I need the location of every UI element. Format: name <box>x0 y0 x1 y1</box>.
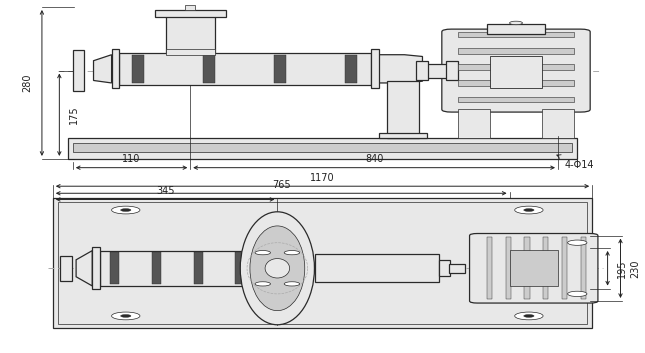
Bar <box>166 49 215 55</box>
Bar <box>73 50 84 91</box>
Bar <box>543 237 548 299</box>
Circle shape <box>515 312 543 320</box>
Circle shape <box>568 291 587 297</box>
Bar <box>73 143 572 152</box>
Bar <box>506 237 511 299</box>
Bar <box>422 64 452 78</box>
Bar <box>449 264 465 273</box>
Bar <box>274 55 286 83</box>
Text: 4-Φ14: 4-Φ14 <box>557 155 594 170</box>
Bar <box>166 12 215 53</box>
Bar <box>379 133 427 138</box>
Bar <box>458 109 490 138</box>
Bar <box>119 53 371 85</box>
Circle shape <box>524 209 534 211</box>
Circle shape <box>284 282 300 286</box>
Bar <box>315 254 439 282</box>
Bar <box>152 252 161 284</box>
Bar <box>487 24 545 34</box>
Bar <box>255 247 263 289</box>
Circle shape <box>524 315 534 317</box>
Bar <box>155 10 226 17</box>
Polygon shape <box>94 55 112 83</box>
Bar <box>68 138 577 159</box>
Circle shape <box>568 240 587 245</box>
Polygon shape <box>76 251 92 286</box>
FancyBboxPatch shape <box>470 234 598 303</box>
Bar <box>487 237 492 299</box>
Text: 280: 280 <box>22 74 32 92</box>
Bar <box>510 250 558 286</box>
Bar <box>387 81 419 138</box>
Bar <box>416 61 428 80</box>
Text: 175: 175 <box>69 106 79 124</box>
Text: 195: 195 <box>617 259 628 277</box>
Ellipse shape <box>250 226 305 311</box>
Bar <box>110 252 119 284</box>
Bar <box>92 247 100 289</box>
Text: 765: 765 <box>272 180 290 190</box>
Bar <box>100 251 255 286</box>
Bar <box>203 55 215 83</box>
Bar <box>580 237 586 299</box>
Bar <box>562 237 567 299</box>
Bar <box>458 97 574 102</box>
Bar <box>58 202 587 324</box>
Bar <box>542 109 574 138</box>
Text: 1170: 1170 <box>310 173 335 183</box>
Circle shape <box>121 315 131 317</box>
Bar <box>371 49 379 88</box>
Polygon shape <box>379 55 422 83</box>
Bar <box>132 55 144 83</box>
Circle shape <box>284 251 300 255</box>
Circle shape <box>255 251 270 255</box>
Bar <box>446 61 458 80</box>
Circle shape <box>112 206 140 214</box>
Bar <box>235 252 244 284</box>
Text: 345: 345 <box>156 186 174 196</box>
Circle shape <box>515 206 543 214</box>
Bar <box>60 256 72 281</box>
Bar <box>53 198 592 328</box>
Bar <box>458 48 574 54</box>
Bar <box>112 49 119 88</box>
Text: 230: 230 <box>630 259 640 277</box>
Bar <box>490 56 542 88</box>
Bar <box>458 32 574 37</box>
Circle shape <box>510 21 522 25</box>
Circle shape <box>255 282 270 286</box>
Circle shape <box>121 209 131 211</box>
FancyBboxPatch shape <box>442 29 590 112</box>
Bar <box>524 237 530 299</box>
Bar <box>345 55 357 83</box>
Bar <box>194 252 203 284</box>
Bar <box>458 64 574 70</box>
Text: 110: 110 <box>123 154 141 164</box>
Bar <box>458 80 574 86</box>
Text: 840: 840 <box>365 154 383 164</box>
Ellipse shape <box>265 258 290 278</box>
Bar <box>439 261 450 276</box>
Ellipse shape <box>240 212 315 325</box>
Bar <box>185 5 195 10</box>
Circle shape <box>112 312 140 320</box>
